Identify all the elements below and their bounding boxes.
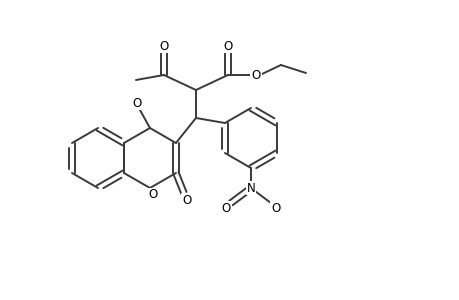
Text: O: O [251,68,260,82]
Text: O: O [221,202,230,214]
Text: N: N [246,182,255,194]
Text: O: O [182,194,191,206]
Text: O: O [148,188,157,202]
Text: O: O [159,40,168,52]
Text: O: O [132,97,141,110]
Text: O: O [271,202,280,214]
Text: O: O [223,40,232,52]
